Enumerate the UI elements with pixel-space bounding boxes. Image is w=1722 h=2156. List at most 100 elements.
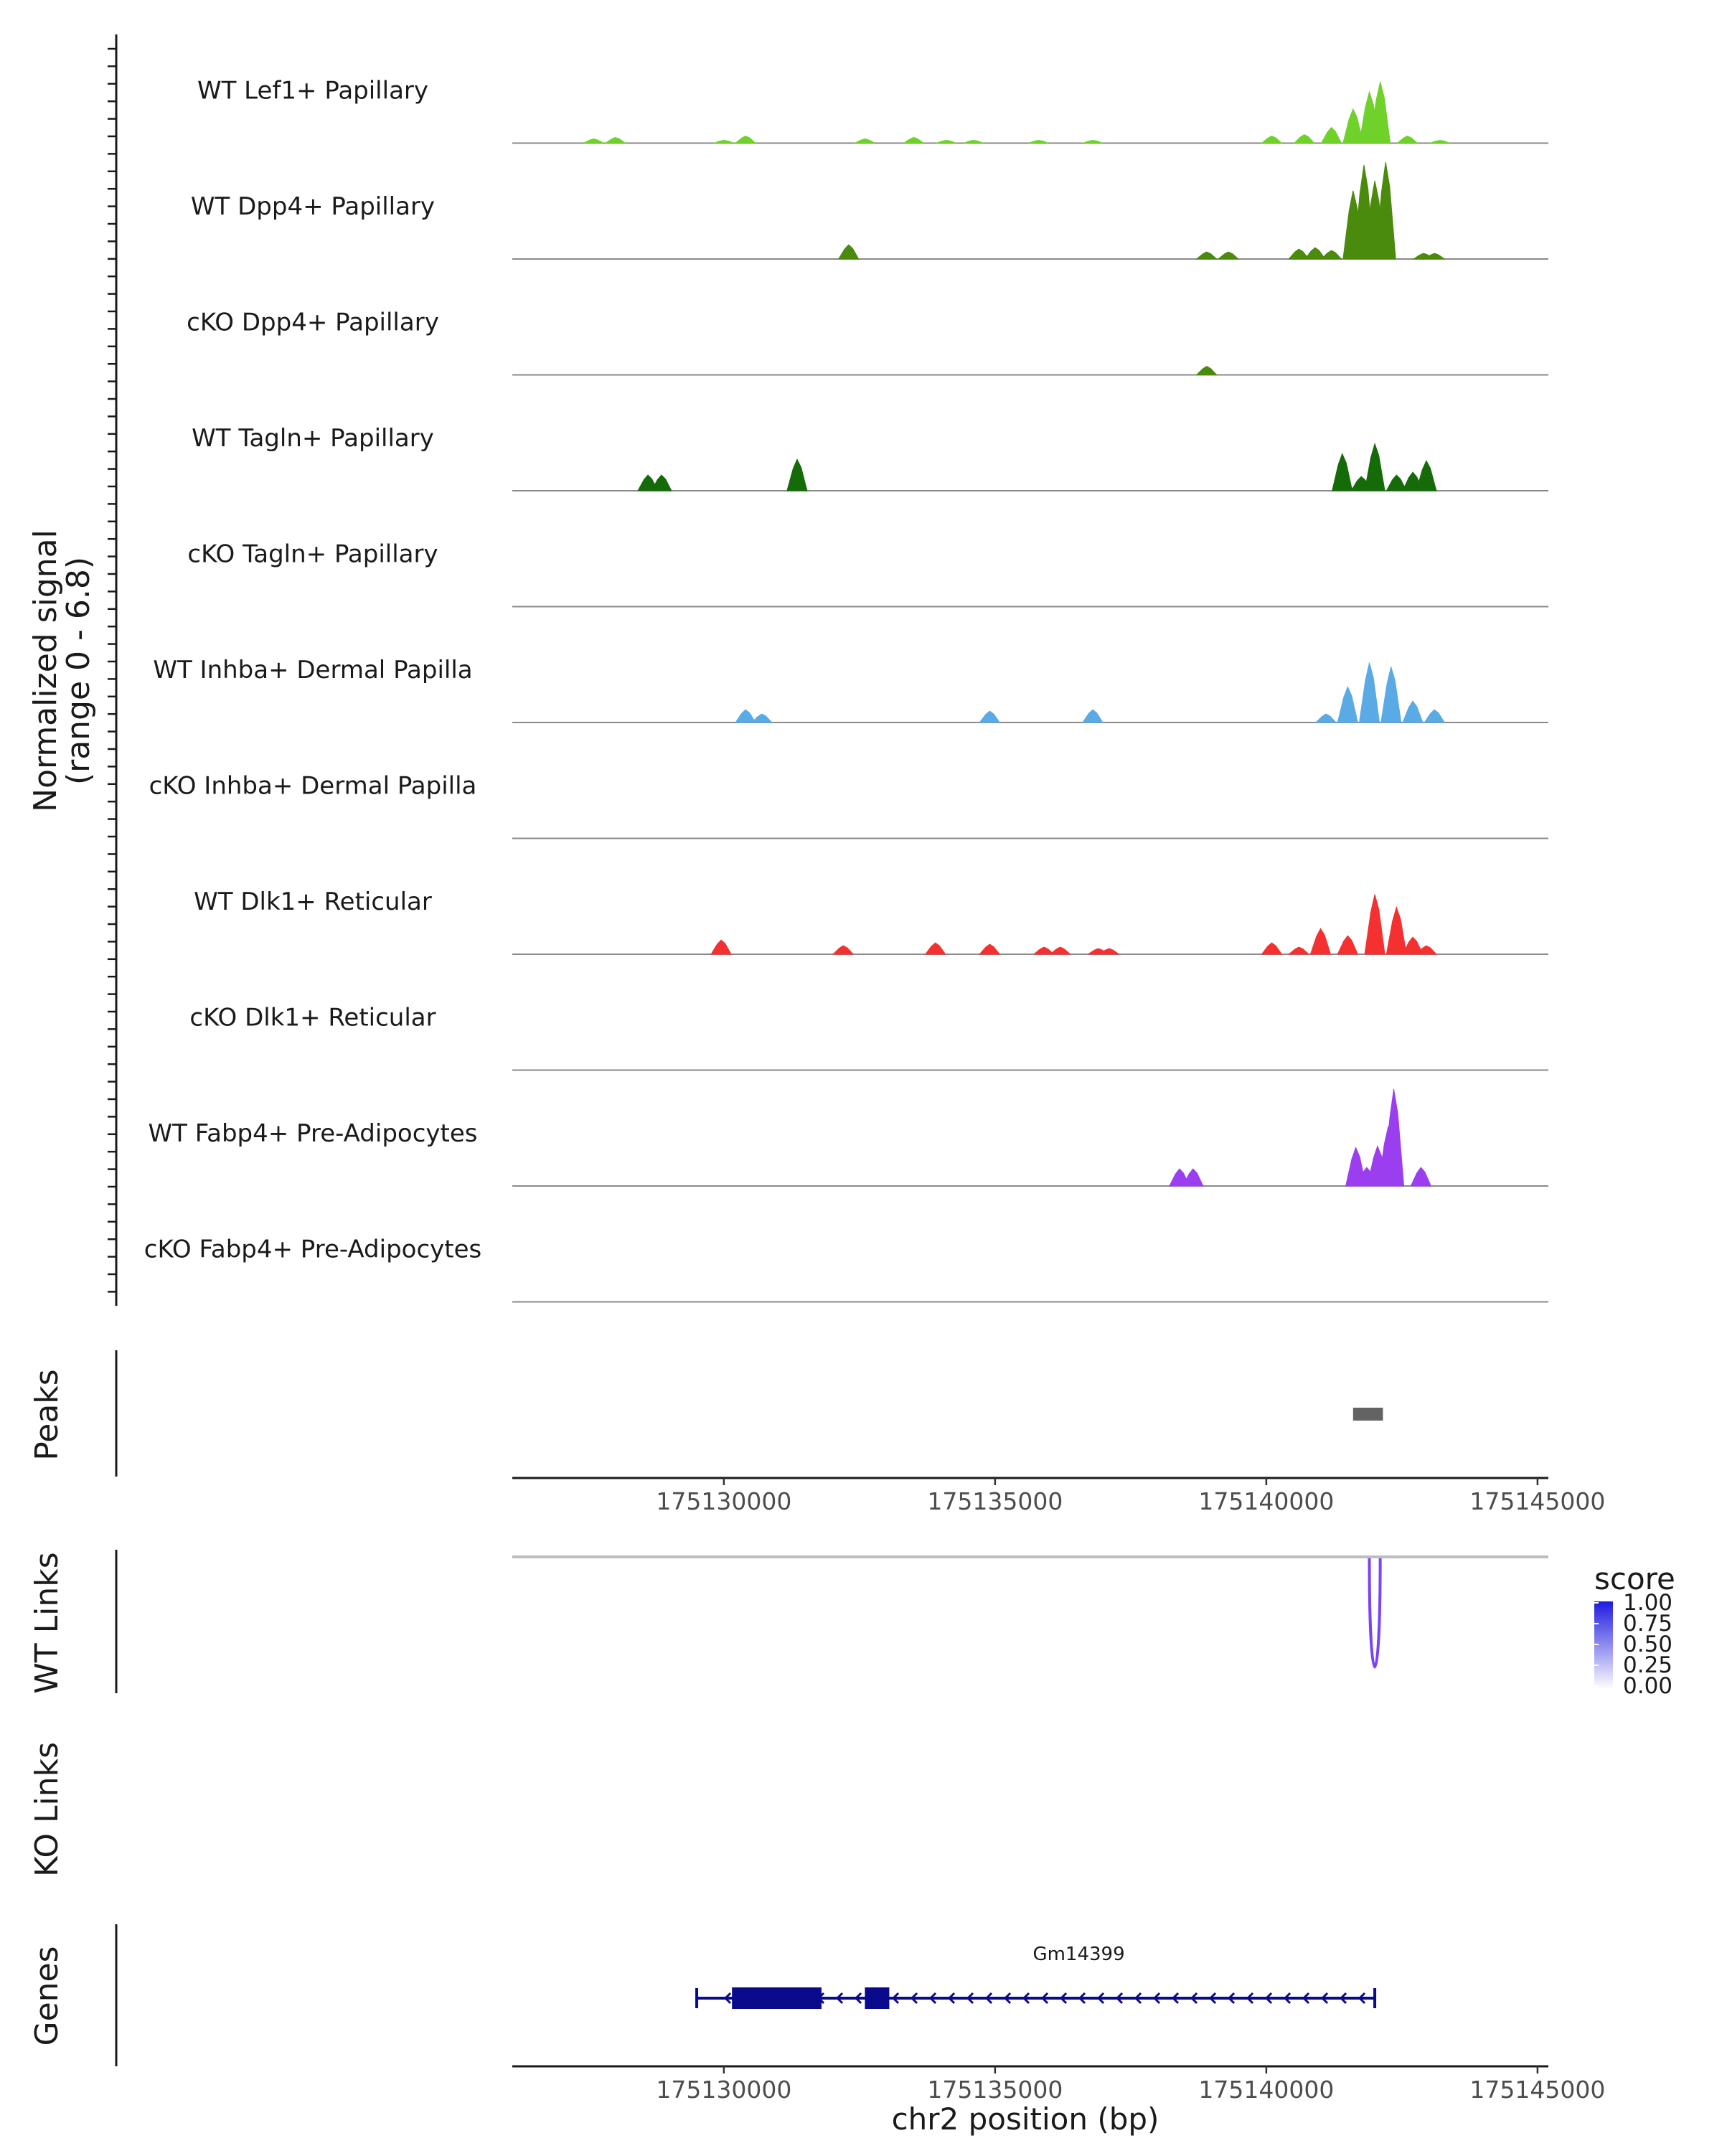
- strand-arrow: [1003, 1992, 1012, 2005]
- gene-exon: [865, 1987, 890, 2009]
- signal-peak: [1416, 460, 1437, 491]
- legend-label: 0.00: [1623, 1673, 1672, 1699]
- signal-peak: [1332, 453, 1353, 491]
- x-tick-label: 175140000: [1198, 1487, 1334, 1515]
- signal-peak: [1364, 442, 1385, 491]
- signal-peak: [710, 939, 732, 955]
- signal-peak: [1182, 1168, 1204, 1187]
- legend-title: score: [1594, 1561, 1675, 1596]
- strand-arrow: [835, 1992, 844, 2005]
- signal-peak: [1423, 253, 1446, 260]
- strand-arrow: [1264, 1992, 1273, 2005]
- signal-peak: [734, 136, 757, 143]
- signal-peak: [1293, 134, 1315, 143]
- signal-peak: [936, 140, 956, 143]
- strand-arrow: [1059, 1992, 1068, 2005]
- legend-label: 1.00: [1623, 1590, 1672, 1616]
- signal-peak: [1217, 251, 1240, 260]
- signal-peak: [1082, 709, 1104, 723]
- x-tick-label: 175130000: [656, 1487, 791, 1515]
- signal-peak: [1261, 136, 1283, 143]
- signal-peak: [1358, 662, 1380, 723]
- strand-arrow: [1283, 1992, 1292, 2005]
- signal-peak: [1424, 709, 1446, 723]
- signal-peak: [1383, 1088, 1405, 1187]
- signal-peak: [1337, 686, 1358, 723]
- signal-peak: [1261, 942, 1283, 955]
- signal-peak: [651, 474, 672, 491]
- signal-peak: [1375, 161, 1396, 260]
- signal-peak: [1309, 928, 1332, 955]
- gene-exon: [732, 1987, 822, 2009]
- genes-panel: Genes Gm14399: [29, 1924, 1377, 2066]
- x-tick-label: 175135000: [927, 1487, 1063, 1515]
- strand-arrow: [1190, 1992, 1198, 2005]
- signal-y-axis-title: Normalized signal: [27, 529, 64, 812]
- x-tick-label: 175135000: [927, 2076, 1063, 2104]
- strand-arrow: [723, 1992, 732, 2005]
- x-axis-top: 175130000 175135000 175140000 175145000: [512, 1477, 1605, 1515]
- track-label: WT Dpp4+ Papillary: [191, 192, 435, 221]
- track-label: cKO Inhba+ Dermal Papilla: [149, 772, 477, 801]
- signal-peak: [1195, 366, 1218, 375]
- peak-region: [1352, 1408, 1383, 1421]
- strand-arrow: [891, 1992, 900, 2005]
- strand-arrow: [1040, 1992, 1049, 2005]
- signal-peak: [837, 244, 860, 260]
- signal-peak: [1380, 665, 1402, 723]
- signal-peak: [963, 140, 984, 143]
- legend-label: 0.75: [1623, 1611, 1672, 1637]
- track-label: cKO Dpp4+ Papillary: [187, 309, 439, 337]
- signal-peak: [1385, 905, 1407, 955]
- track-label: WT Inhba+ Dermal Papilla: [153, 656, 472, 684]
- strand-arrow: [1171, 1992, 1180, 2005]
- strand-arrow: [1358, 1992, 1366, 2005]
- signal-peak: [1304, 247, 1326, 260]
- signal-range-label: (range 0 - 6.8): [60, 557, 97, 785]
- strand-arrow: [1227, 1992, 1236, 2005]
- strand-arrow: [1246, 1992, 1254, 2005]
- strand-arrow: [1152, 1992, 1161, 2005]
- gene-name-label: Gm14399: [1032, 1944, 1124, 1965]
- x-tick-label: 175145000: [1469, 2076, 1605, 2104]
- strand-arrow: [1208, 1992, 1217, 2005]
- signal-peak: [979, 710, 1001, 723]
- signal-peak: [786, 458, 808, 491]
- strand-arrow: [1096, 1992, 1105, 2005]
- legend-label: 0.25: [1623, 1652, 1672, 1678]
- signal-peak: [1287, 946, 1310, 955]
- signal-peak: [751, 713, 773, 723]
- strand-arrow: [1339, 1992, 1347, 2005]
- signal-tracks: WT Lef1+ Papillary WT Dpp4+ Papillary cKO …: [144, 77, 1548, 1303]
- strand-arrow: [928, 1992, 937, 2005]
- signal-peak: [1364, 894, 1385, 955]
- track-label: cKO Fabp4+ Pre-Adipocytes: [144, 1235, 482, 1264]
- x-tick-label: 175140000: [1198, 2076, 1334, 2104]
- signal-peak: [1097, 948, 1121, 955]
- signal-peak: [1429, 140, 1450, 143]
- signal-peak: [1370, 82, 1391, 143]
- signal-peak: [735, 709, 756, 723]
- peaks-panel: Peaks: [29, 1350, 1383, 1477]
- signal-axis-line: [108, 34, 118, 1306]
- strand-arrow: [1320, 1992, 1329, 2005]
- wt-links-title: WT Links: [29, 1552, 65, 1693]
- strand-arrow: [1078, 1992, 1086, 2005]
- signal-peak: [1314, 713, 1337, 723]
- signal-peak: [1195, 251, 1218, 260]
- strand-arrow: [1115, 1992, 1124, 2005]
- track-label: WT Dlk1+ Reticular: [194, 888, 432, 916]
- ko-links-title: KO Links: [29, 1742, 65, 1877]
- x-axis-bottom: 175130000 175135000 175140000 175145000: [512, 2065, 1605, 2104]
- track-label: cKO Tagln+ Papillary: [187, 540, 438, 569]
- x-tick-label: 175145000: [1469, 1487, 1605, 1515]
- strand-arrow: [984, 1992, 993, 2005]
- track-label: cKO Dlk1+ Reticular: [189, 1004, 436, 1032]
- signal-peak: [1320, 126, 1342, 143]
- signal-peak: [1049, 946, 1071, 955]
- signal-peak: [603, 137, 627, 143]
- genes-panel-title: Genes: [29, 1946, 65, 2046]
- signal-peak: [1337, 935, 1359, 955]
